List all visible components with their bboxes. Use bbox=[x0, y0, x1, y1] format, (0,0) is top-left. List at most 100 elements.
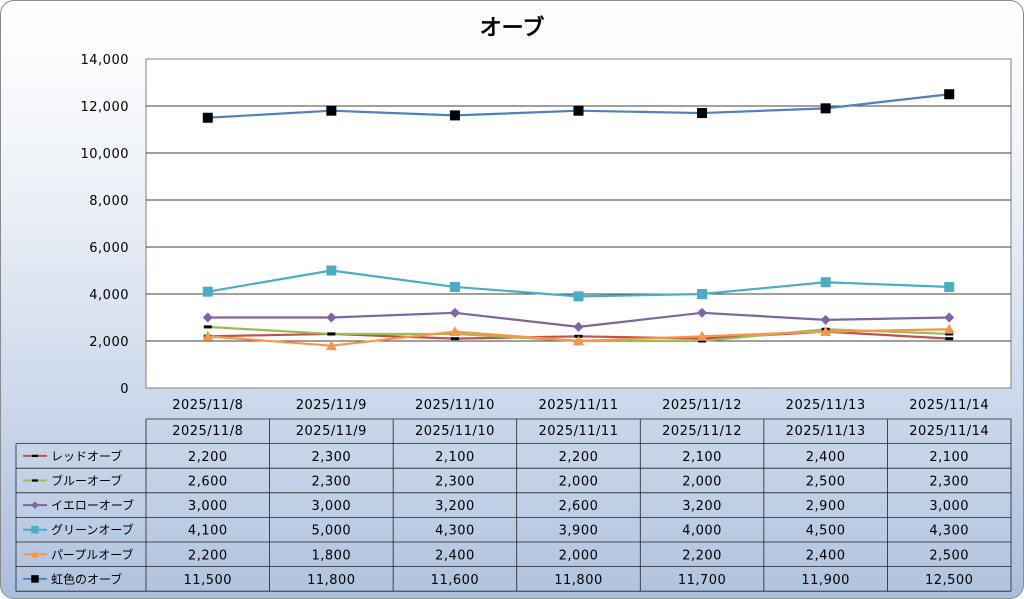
data-point bbox=[202, 330, 214, 341]
y-tick-label: 2,000 bbox=[89, 335, 129, 350]
table-header-cell: 2025/11/8 bbox=[172, 424, 243, 439]
legend-key-marker bbox=[31, 501, 39, 509]
data-point bbox=[203, 325, 212, 329]
y-tick-label: 14,000 bbox=[81, 53, 130, 68]
data-point bbox=[945, 337, 954, 341]
legend-label: レッドオーブ bbox=[51, 448, 122, 463]
table-cell: 3,200 bbox=[435, 499, 475, 514]
table-cell: 5,000 bbox=[311, 524, 351, 539]
data-point bbox=[820, 277, 831, 288]
table-header-cell: 2025/11/13 bbox=[786, 424, 866, 439]
legend-key-marker bbox=[31, 525, 39, 534]
data-point bbox=[697, 108, 708, 119]
data-point bbox=[697, 307, 708, 318]
data-point bbox=[697, 289, 708, 299]
table-header-cell: 2025/11/9 bbox=[296, 424, 367, 439]
table-cell: 3,200 bbox=[682, 499, 722, 514]
data-point bbox=[449, 307, 460, 318]
table-cell: 2,400 bbox=[806, 450, 846, 465]
data-point bbox=[449, 110, 460, 121]
table-cell: 2,400 bbox=[435, 548, 475, 563]
data-point bbox=[943, 323, 955, 334]
data-point bbox=[945, 332, 954, 336]
data-point bbox=[944, 89, 955, 100]
table-cell: 11,800 bbox=[307, 573, 356, 588]
data-point bbox=[202, 312, 213, 323]
table-cell: 2,500 bbox=[929, 548, 969, 563]
x-tick-label: 2025/11/11 bbox=[539, 398, 619, 413]
table-cell: 2,100 bbox=[435, 450, 475, 465]
legend-label: パープルオーブ bbox=[51, 547, 134, 562]
chart-title: オーブ bbox=[480, 15, 545, 41]
table-cell: 2,200 bbox=[188, 548, 228, 563]
legend-key-marker bbox=[30, 550, 40, 558]
data-point bbox=[202, 112, 213, 123]
table-cell: 2,300 bbox=[929, 475, 969, 490]
table-cell: 2,000 bbox=[559, 548, 599, 563]
table-cell: 3,000 bbox=[188, 499, 228, 514]
y-tick-label: 6,000 bbox=[89, 241, 129, 256]
data-point bbox=[698, 339, 707, 343]
table-header-cell: 2025/11/10 bbox=[415, 424, 495, 439]
data-point bbox=[820, 314, 831, 325]
data-point bbox=[449, 281, 460, 292]
data-point bbox=[449, 326, 461, 336]
table-cell: 4,000 bbox=[682, 524, 722, 539]
table-cell: 2,000 bbox=[682, 475, 722, 490]
x-tick-label: 2025/11/14 bbox=[909, 398, 989, 413]
table-cell: 2,300 bbox=[311, 450, 351, 465]
x-tick-label: 2025/11/10 bbox=[415, 398, 495, 413]
table-cell: 3,000 bbox=[929, 499, 969, 514]
table-cell: 2,300 bbox=[435, 475, 475, 490]
table-cell: 3,000 bbox=[311, 499, 351, 514]
table-header-cell: 2025/11/14 bbox=[909, 424, 989, 439]
data-point bbox=[326, 105, 337, 116]
x-tick-label: 2025/11/8 bbox=[172, 398, 243, 413]
table-cell: 4,300 bbox=[929, 524, 969, 539]
x-tick-label: 2025/11/13 bbox=[786, 398, 866, 413]
x-tick-label: 2025/11/12 bbox=[662, 398, 742, 413]
data-point bbox=[202, 286, 213, 297]
table-cell: 12,500 bbox=[925, 573, 974, 588]
table-cell: 2,600 bbox=[559, 499, 599, 514]
data-point bbox=[820, 103, 831, 114]
legend-label: 虹色のオーブ bbox=[51, 571, 122, 586]
data-point bbox=[327, 332, 336, 336]
table-cell: 4,100 bbox=[188, 524, 228, 539]
legend-label: グリーンオーブ bbox=[51, 522, 134, 537]
data-point bbox=[573, 335, 584, 346]
table-cell: 2,000 bbox=[559, 475, 599, 490]
y-tick-label: 4,000 bbox=[89, 288, 129, 303]
data-point bbox=[450, 337, 459, 341]
table-cell: 2,100 bbox=[929, 450, 969, 465]
data-point bbox=[326, 312, 337, 323]
table-cell: 1,800 bbox=[311, 548, 351, 563]
data-point bbox=[573, 291, 584, 302]
table-header-cell: 2025/11/12 bbox=[662, 424, 742, 439]
y-tick-label: 8,000 bbox=[89, 194, 129, 209]
data-point bbox=[573, 105, 584, 116]
table-cell: 2,300 bbox=[311, 475, 351, 490]
data-point bbox=[326, 265, 337, 276]
data-point bbox=[820, 326, 832, 336]
data-point bbox=[944, 281, 955, 292]
y-tick-label: 10,000 bbox=[81, 147, 130, 162]
legend-key-marker bbox=[31, 575, 39, 583]
table-cell: 11,800 bbox=[554, 573, 603, 588]
legend-key-marker bbox=[32, 479, 38, 482]
table-cell: 2,100 bbox=[682, 450, 722, 465]
table-cell: 2,200 bbox=[559, 450, 599, 465]
table-cell: 2,600 bbox=[188, 475, 228, 490]
table-cell: 11,700 bbox=[678, 573, 727, 588]
data-point bbox=[944, 312, 955, 323]
table-cell: 4,500 bbox=[806, 524, 846, 539]
table-cell: 2,400 bbox=[806, 548, 846, 563]
table-cell: 11,600 bbox=[431, 573, 480, 588]
data-point bbox=[325, 340, 337, 351]
y-tick-label: 0 bbox=[120, 382, 129, 397]
x-tick-label: 2025/11/9 bbox=[296, 398, 367, 413]
legend-key-marker bbox=[32, 454, 38, 458]
table-cell: 11,900 bbox=[801, 573, 850, 588]
